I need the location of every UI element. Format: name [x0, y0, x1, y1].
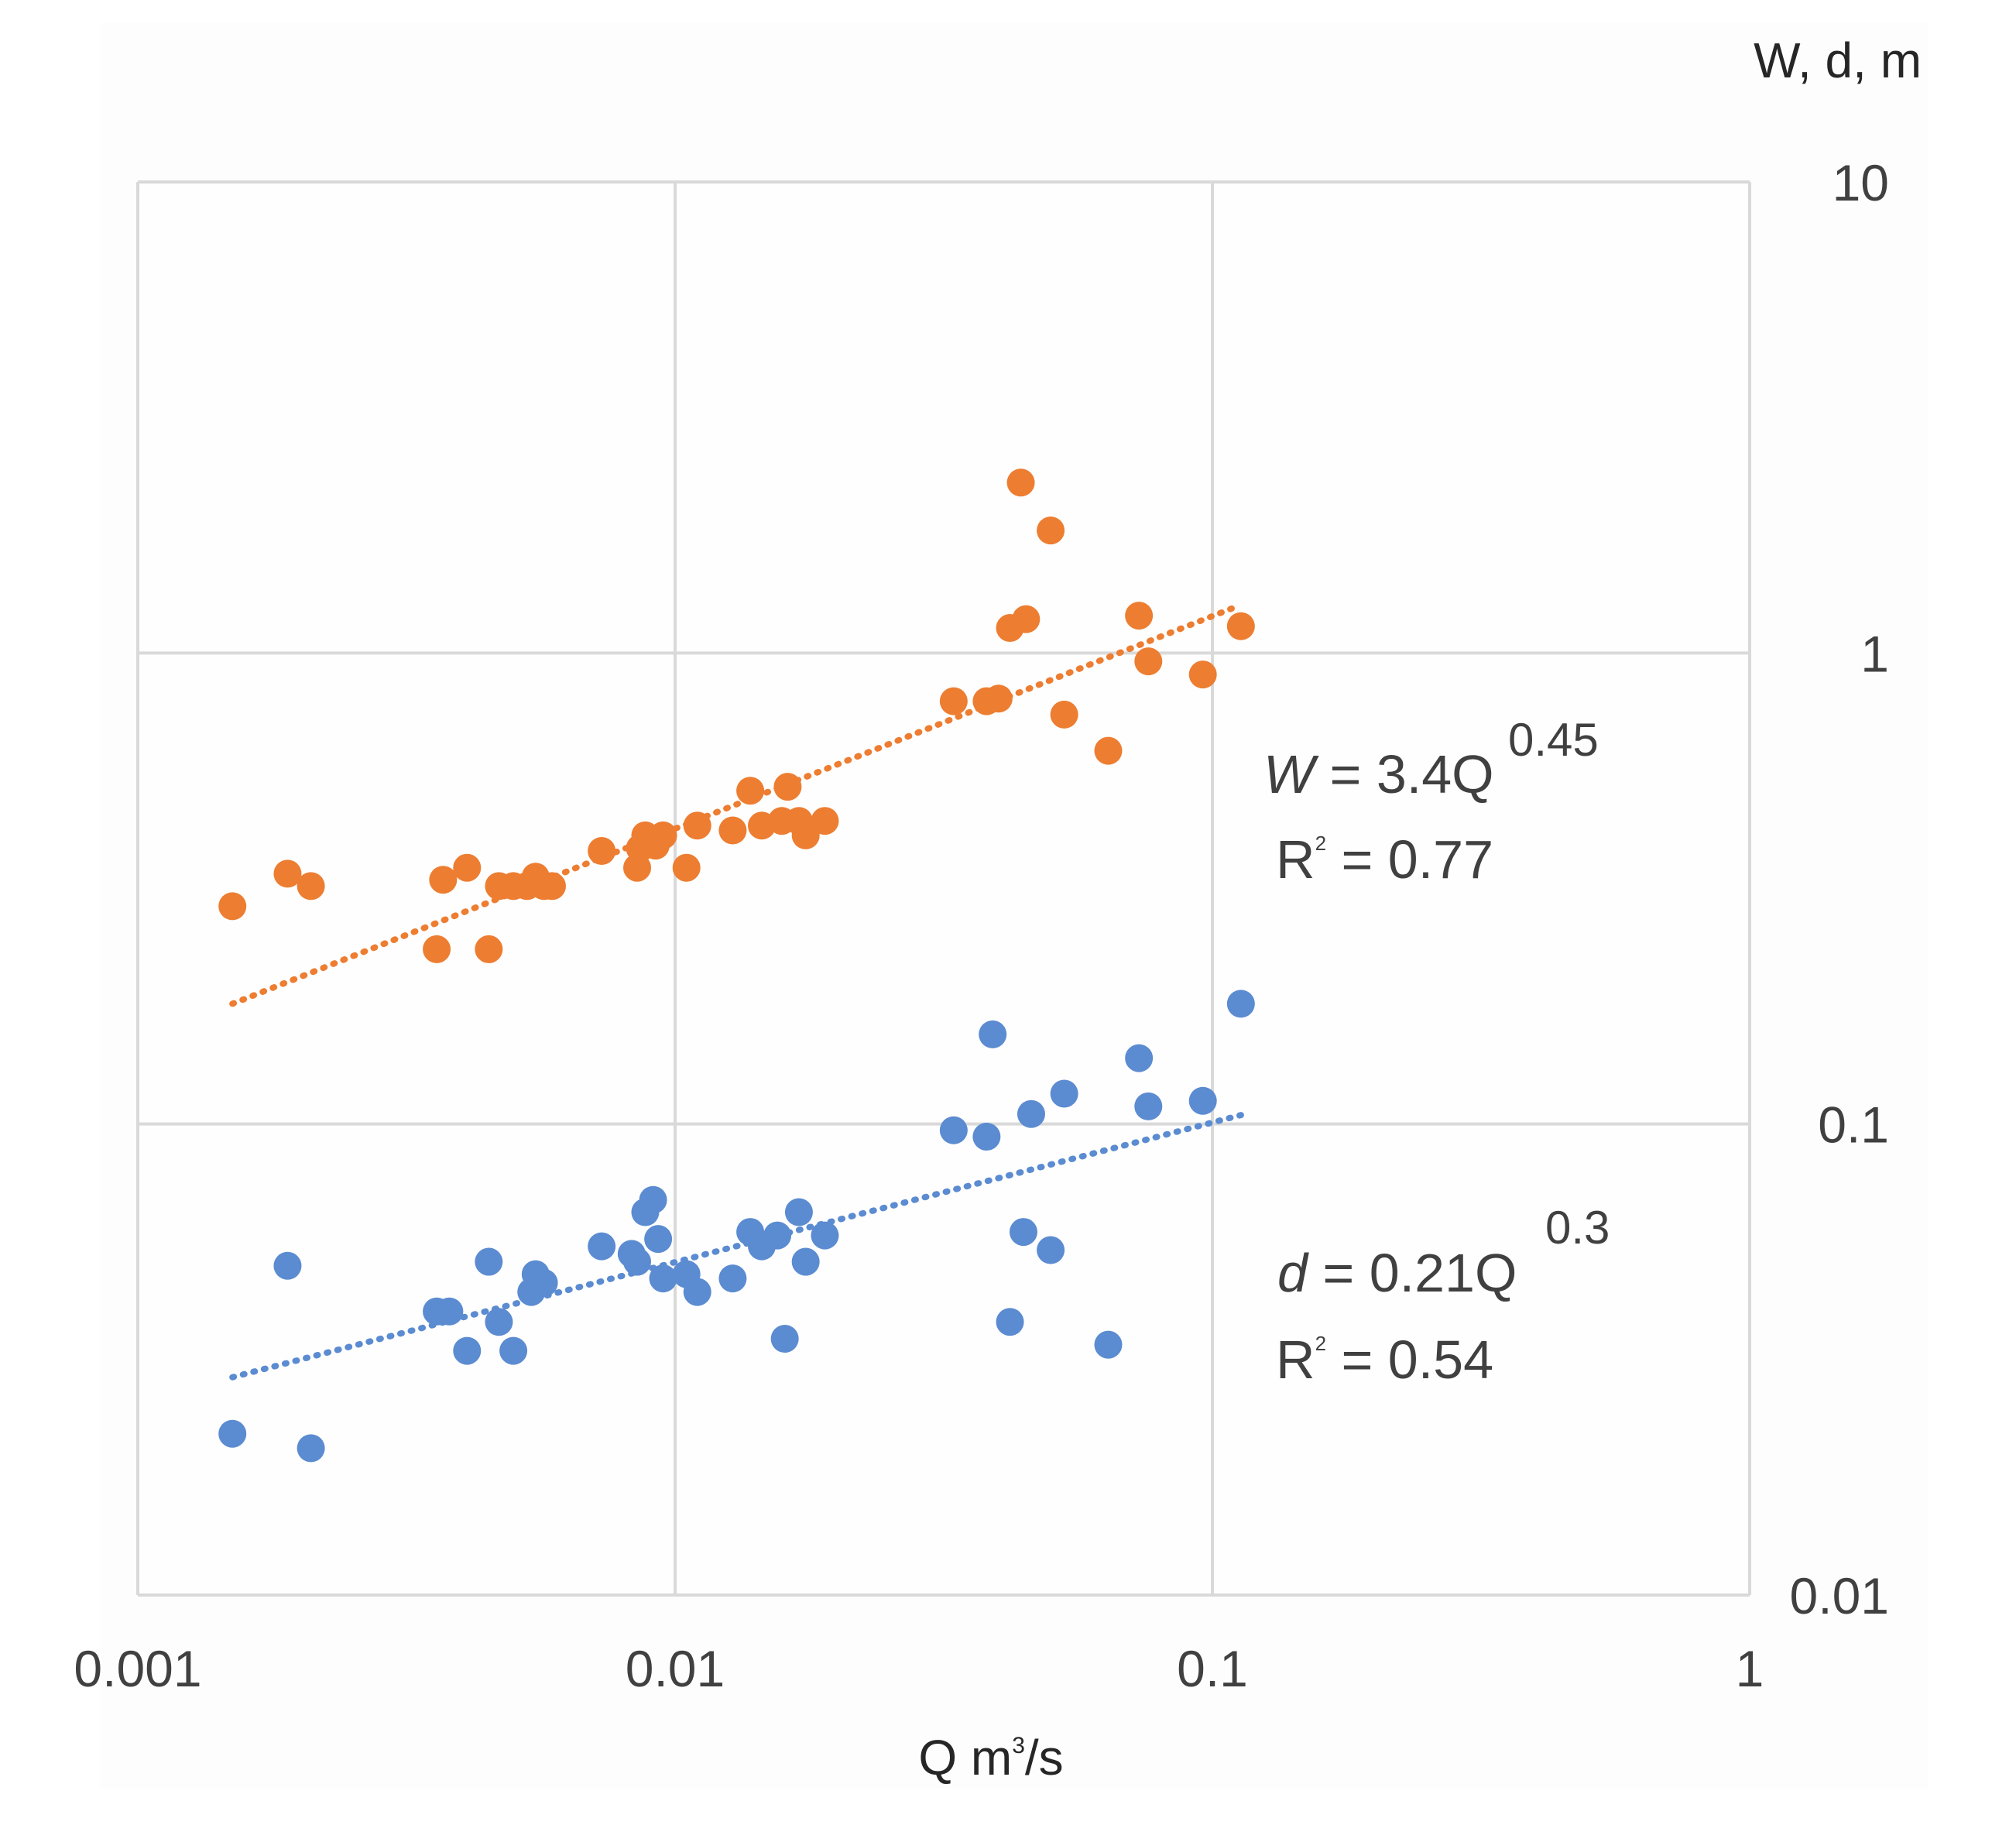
point-d [784, 1198, 813, 1226]
x-tick-label: 1 [1736, 1640, 1764, 1697]
point-W [475, 935, 503, 963]
y-tick-label: 1 [1860, 625, 1889, 682]
point-d [763, 1221, 792, 1250]
point-d [972, 1123, 1001, 1151]
d-r-squared-prefix: R [1276, 1329, 1315, 1390]
point-W [1037, 516, 1065, 545]
x-axis-title-main: Q m [918, 1730, 1012, 1786]
point-d [297, 1434, 325, 1463]
point-d [770, 1325, 799, 1353]
point-W [811, 807, 839, 835]
point-W [1134, 647, 1163, 676]
point-W [984, 684, 1013, 713]
w-equation-body: = 3.4Q [1315, 744, 1494, 804]
point-d [1125, 1044, 1154, 1072]
x-axis-title-sup: 3 [1012, 1733, 1025, 1758]
w-r-squared-value: = 0.77 [1326, 829, 1493, 890]
d-r-squared-sup: 2 [1315, 1332, 1326, 1355]
point-W [453, 853, 482, 882]
w-r-squared-sup: 2 [1315, 832, 1326, 855]
point-W [649, 821, 677, 849]
plot-area [138, 182, 1750, 1595]
point-d [791, 1247, 820, 1276]
x-axis-title: Q m3/s [918, 1730, 1063, 1786]
x-tick-label: 0.1 [1177, 1640, 1248, 1697]
y-axis-title: W, d, m [1754, 33, 1922, 88]
point-W [273, 859, 302, 888]
point-W [429, 866, 458, 894]
d-r-squared: R2 = 0.54 [1276, 1329, 1493, 1390]
point-W [672, 853, 701, 882]
point-W [718, 816, 747, 845]
point-W [791, 821, 820, 849]
point-d [588, 1232, 616, 1261]
point-W [939, 687, 968, 715]
point-d [939, 1116, 968, 1144]
point-d [623, 1247, 652, 1276]
w-equation: W = 3.4Q [1263, 744, 1494, 804]
point-d [644, 1225, 673, 1254]
trendline-W [229, 604, 1238, 1007]
point-d [1188, 1086, 1217, 1115]
point-d [811, 1221, 839, 1250]
point-W [588, 836, 616, 865]
point-W [1012, 605, 1041, 633]
point-d [453, 1336, 482, 1365]
point-d [979, 1020, 1007, 1048]
d-equation-body: = 0.21Q [1308, 1243, 1517, 1303]
point-d [649, 1264, 677, 1293]
data-points-layer [218, 468, 1255, 1463]
point-d [1037, 1236, 1065, 1264]
w-r-squared-prefix: R [1276, 829, 1315, 890]
x-tick-label: 0.001 [74, 1640, 201, 1697]
point-d [1226, 990, 1255, 1018]
trendline-d [229, 1110, 1249, 1381]
y-tick-label: 0.1 [1818, 1096, 1889, 1154]
point-d [218, 1419, 247, 1448]
d-equation: d = 0.21Q [1277, 1243, 1517, 1303]
point-W [423, 935, 451, 963]
point-W [1226, 612, 1255, 640]
point-W [1094, 736, 1123, 765]
point-d [435, 1297, 464, 1326]
point-W [683, 811, 711, 840]
point-W [736, 777, 765, 805]
w-equation-var: W [1263, 744, 1319, 804]
x-axis-title-tail: /s [1025, 1730, 1064, 1786]
y-tick-label: 0.01 [1790, 1567, 1889, 1624]
tick-labels-layer: 0.001 0.01 0.1 1 0.01 0.1 1 10 [74, 154, 1889, 1697]
point-W [537, 872, 566, 900]
point-d [1009, 1218, 1037, 1247]
point-d [485, 1308, 513, 1336]
point-d [499, 1336, 528, 1365]
point-d [1094, 1330, 1123, 1359]
point-W [297, 872, 325, 900]
point-W [1125, 602, 1154, 630]
y-axis-title-text: W, d, m [1754, 33, 1922, 88]
point-d [1134, 1092, 1163, 1120]
point-d [273, 1251, 302, 1280]
d-r-squared-value: = 0.54 [1326, 1329, 1493, 1390]
trendline-layer [229, 604, 1249, 1381]
point-d [1017, 1099, 1045, 1128]
d-equation-exponent: 0.3 [1545, 1202, 1610, 1254]
point-W [773, 773, 802, 801]
point-d [996, 1308, 1024, 1336]
point-W [218, 892, 247, 921]
point-d [718, 1264, 747, 1293]
point-d [475, 1247, 503, 1276]
d-equation-var: d [1277, 1243, 1309, 1303]
y-tick-label: 10 [1833, 154, 1889, 211]
w-equation-exponent: 0.45 [1508, 714, 1599, 766]
point-d [683, 1278, 711, 1306]
point-W [1050, 700, 1078, 729]
w-r-squared: R2 = 0.77 [1276, 829, 1493, 890]
point-d [639, 1185, 667, 1214]
point-d [1050, 1079, 1078, 1108]
point-d [530, 1268, 558, 1297]
point-W [1188, 660, 1217, 689]
point-W [1006, 468, 1035, 497]
x-tick-label: 0.01 [626, 1640, 725, 1697]
